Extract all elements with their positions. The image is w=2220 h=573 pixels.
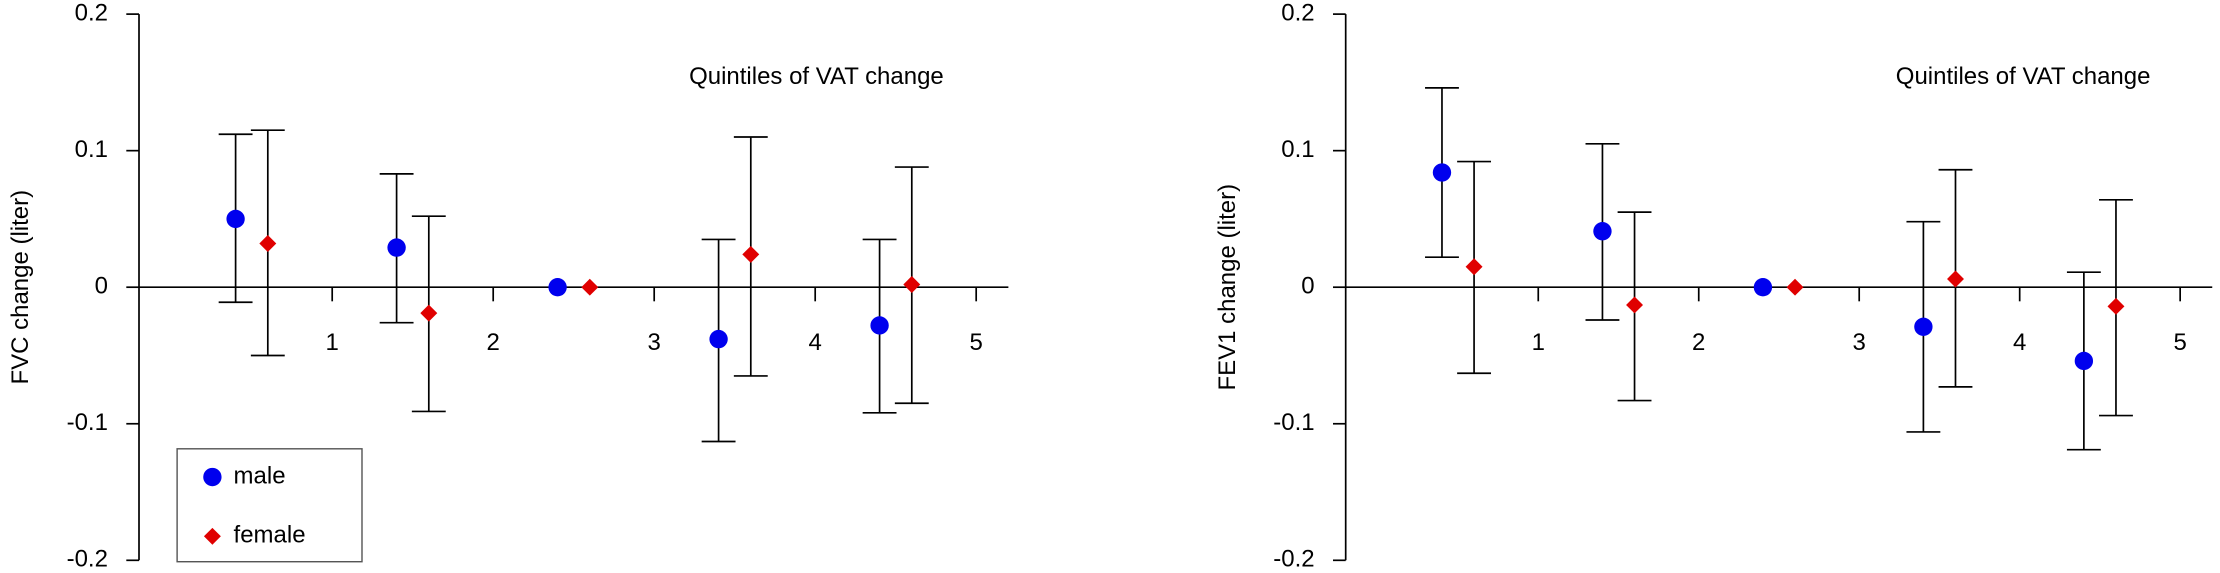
point (581, 278, 599, 296)
point (259, 235, 277, 252)
point (1947, 270, 1964, 288)
x-tick-label: 5 (2173, 329, 2186, 356)
point (1626, 296, 1644, 314)
point (387, 238, 406, 257)
chart: -0.2 -0.1 0 0.1 0.2 1 2 3 4 5 FEV1 change (liter) Q… (1214, 0, 2213, 573)
y-axis-label: FEV1 change (liter) (1214, 184, 1241, 391)
point (903, 276, 921, 293)
y-tick-label: 0.1 (1281, 136, 1314, 163)
point (2107, 297, 2125, 315)
legend-label: female (234, 522, 306, 549)
x-tick-label: 5 (970, 329, 983, 356)
point (709, 329, 728, 349)
y-tick-label: 0.2 (1281, 0, 1314, 26)
chart: -0.2 -0.1 0 0.1 0.2 1 2 3 4 5 FVC change (liter) Qu… (7, 0, 1009, 573)
x-tick-label: 2 (487, 329, 500, 356)
point (548, 278, 567, 297)
y-tick-label: 0 (95, 273, 108, 300)
legend: male female (176, 448, 363, 563)
y-tick-label: -0.1 (67, 409, 108, 436)
y-tick-label: 0.2 (75, 0, 108, 26)
point (203, 467, 222, 487)
x-tick-label: 4 (2013, 329, 2026, 356)
point (226, 209, 245, 229)
point (1593, 222, 1612, 241)
x-tick-label: 1 (326, 329, 339, 356)
point (1753, 278, 1773, 297)
point (1914, 317, 1933, 336)
point (203, 527, 221, 545)
point (742, 245, 760, 263)
annotation: Quintiles of VAT change (1896, 63, 2151, 90)
annotation: Quintiles of VAT change (689, 63, 944, 90)
point (420, 304, 438, 322)
point (1786, 278, 1804, 296)
x-tick-label: 4 (809, 329, 822, 356)
legend-box (176, 448, 363, 563)
y-tick-label: -0.2 (1273, 546, 1314, 573)
y-tick-label: 0.1 (75, 136, 108, 163)
x-tick-label: 3 (1853, 329, 1866, 356)
point (1465, 258, 1483, 276)
point (870, 316, 889, 335)
x-tick-label: 3 (648, 329, 661, 356)
y-tick-label: -0.2 (67, 546, 108, 573)
x-tick-label: 2 (1692, 329, 1705, 356)
x-tick-label: 1 (1532, 329, 1545, 356)
y-tick-label: -0.1 (1273, 409, 1314, 436)
legend-label: male (234, 462, 286, 489)
y-axis-label: FVC change (liter) (7, 190, 34, 385)
point (1432, 163, 1452, 182)
y-tick-label: 0 (1301, 273, 1314, 300)
point (2074, 351, 2094, 371)
